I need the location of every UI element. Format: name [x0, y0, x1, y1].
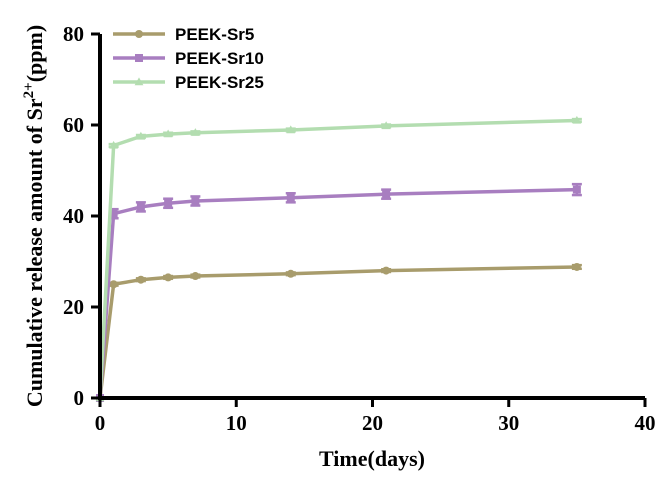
legend: PEEK-Sr5 PEEK-Sr10 PEEK-Sr25: [113, 25, 264, 92]
x-tick-label: 20: [362, 411, 383, 435]
legend-item: PEEK-Sr10: [113, 49, 264, 68]
legend-label: PEEK-Sr25: [175, 73, 264, 92]
data-point: [136, 275, 145, 284]
legend-item: PEEK-Sr25: [113, 73, 264, 92]
data-point: [286, 193, 295, 202]
data-point: [572, 185, 581, 194]
y-axis-title-main: Cumulative release amount of Sr: [22, 98, 47, 407]
data-point: [286, 269, 295, 278]
x-tick-label: 30: [498, 411, 519, 435]
data-point: [109, 209, 118, 218]
y-tick-label: 40: [63, 204, 84, 228]
data-point: [381, 121, 391, 130]
data-point: [109, 280, 118, 289]
legend-label: PEEK-Sr5: [175, 25, 254, 44]
y-tick-label: 80: [63, 22, 84, 46]
y-tick-label: 20: [63, 295, 84, 319]
y-axis-title-unit: (ppm): [22, 25, 47, 82]
data-point: [572, 115, 582, 124]
series-peek-sr25: [95, 115, 582, 402]
data-point: [109, 140, 119, 149]
series-line: [98, 118, 577, 399]
legend-label: PEEK-Sr10: [175, 49, 264, 68]
x-axis-title: Time(days): [319, 446, 425, 471]
data-point: [190, 128, 200, 136]
y-tick-label: 0: [74, 386, 85, 410]
legend-item: PEEK-Sr5: [113, 25, 254, 44]
legend-marker: [135, 30, 143, 38]
y-tick-label: 60: [63, 113, 84, 137]
data-point: [286, 125, 296, 134]
legend-marker: [135, 54, 143, 62]
data-point: [382, 190, 391, 199]
x-tick-label: 40: [635, 411, 656, 435]
ticks: 0 10 20 30 40 0 20 40 60 80: [63, 22, 656, 435]
series-peek-sr10: [96, 182, 582, 402]
data-point: [136, 202, 145, 211]
plot-area: [95, 115, 582, 402]
data-point: [164, 199, 173, 208]
data-point: [191, 196, 200, 205]
x-tick-label: 10: [226, 411, 247, 435]
data-point: [382, 266, 391, 275]
data-point: [136, 131, 146, 140]
data-point: [164, 273, 173, 282]
data-point: [191, 272, 200, 281]
legend-marker: [134, 77, 144, 86]
y-axis-title-superscript: 2+: [21, 82, 37, 98]
series-peek-sr5: [96, 262, 582, 402]
data-point: [572, 262, 581, 271]
data-point: [163, 129, 173, 138]
series-line: [98, 187, 577, 399]
x-tick-label: 0: [95, 411, 106, 435]
series-line: [98, 265, 577, 399]
y-axis-title: Cumulative release amount of Sr2+(ppm): [21, 25, 47, 407]
